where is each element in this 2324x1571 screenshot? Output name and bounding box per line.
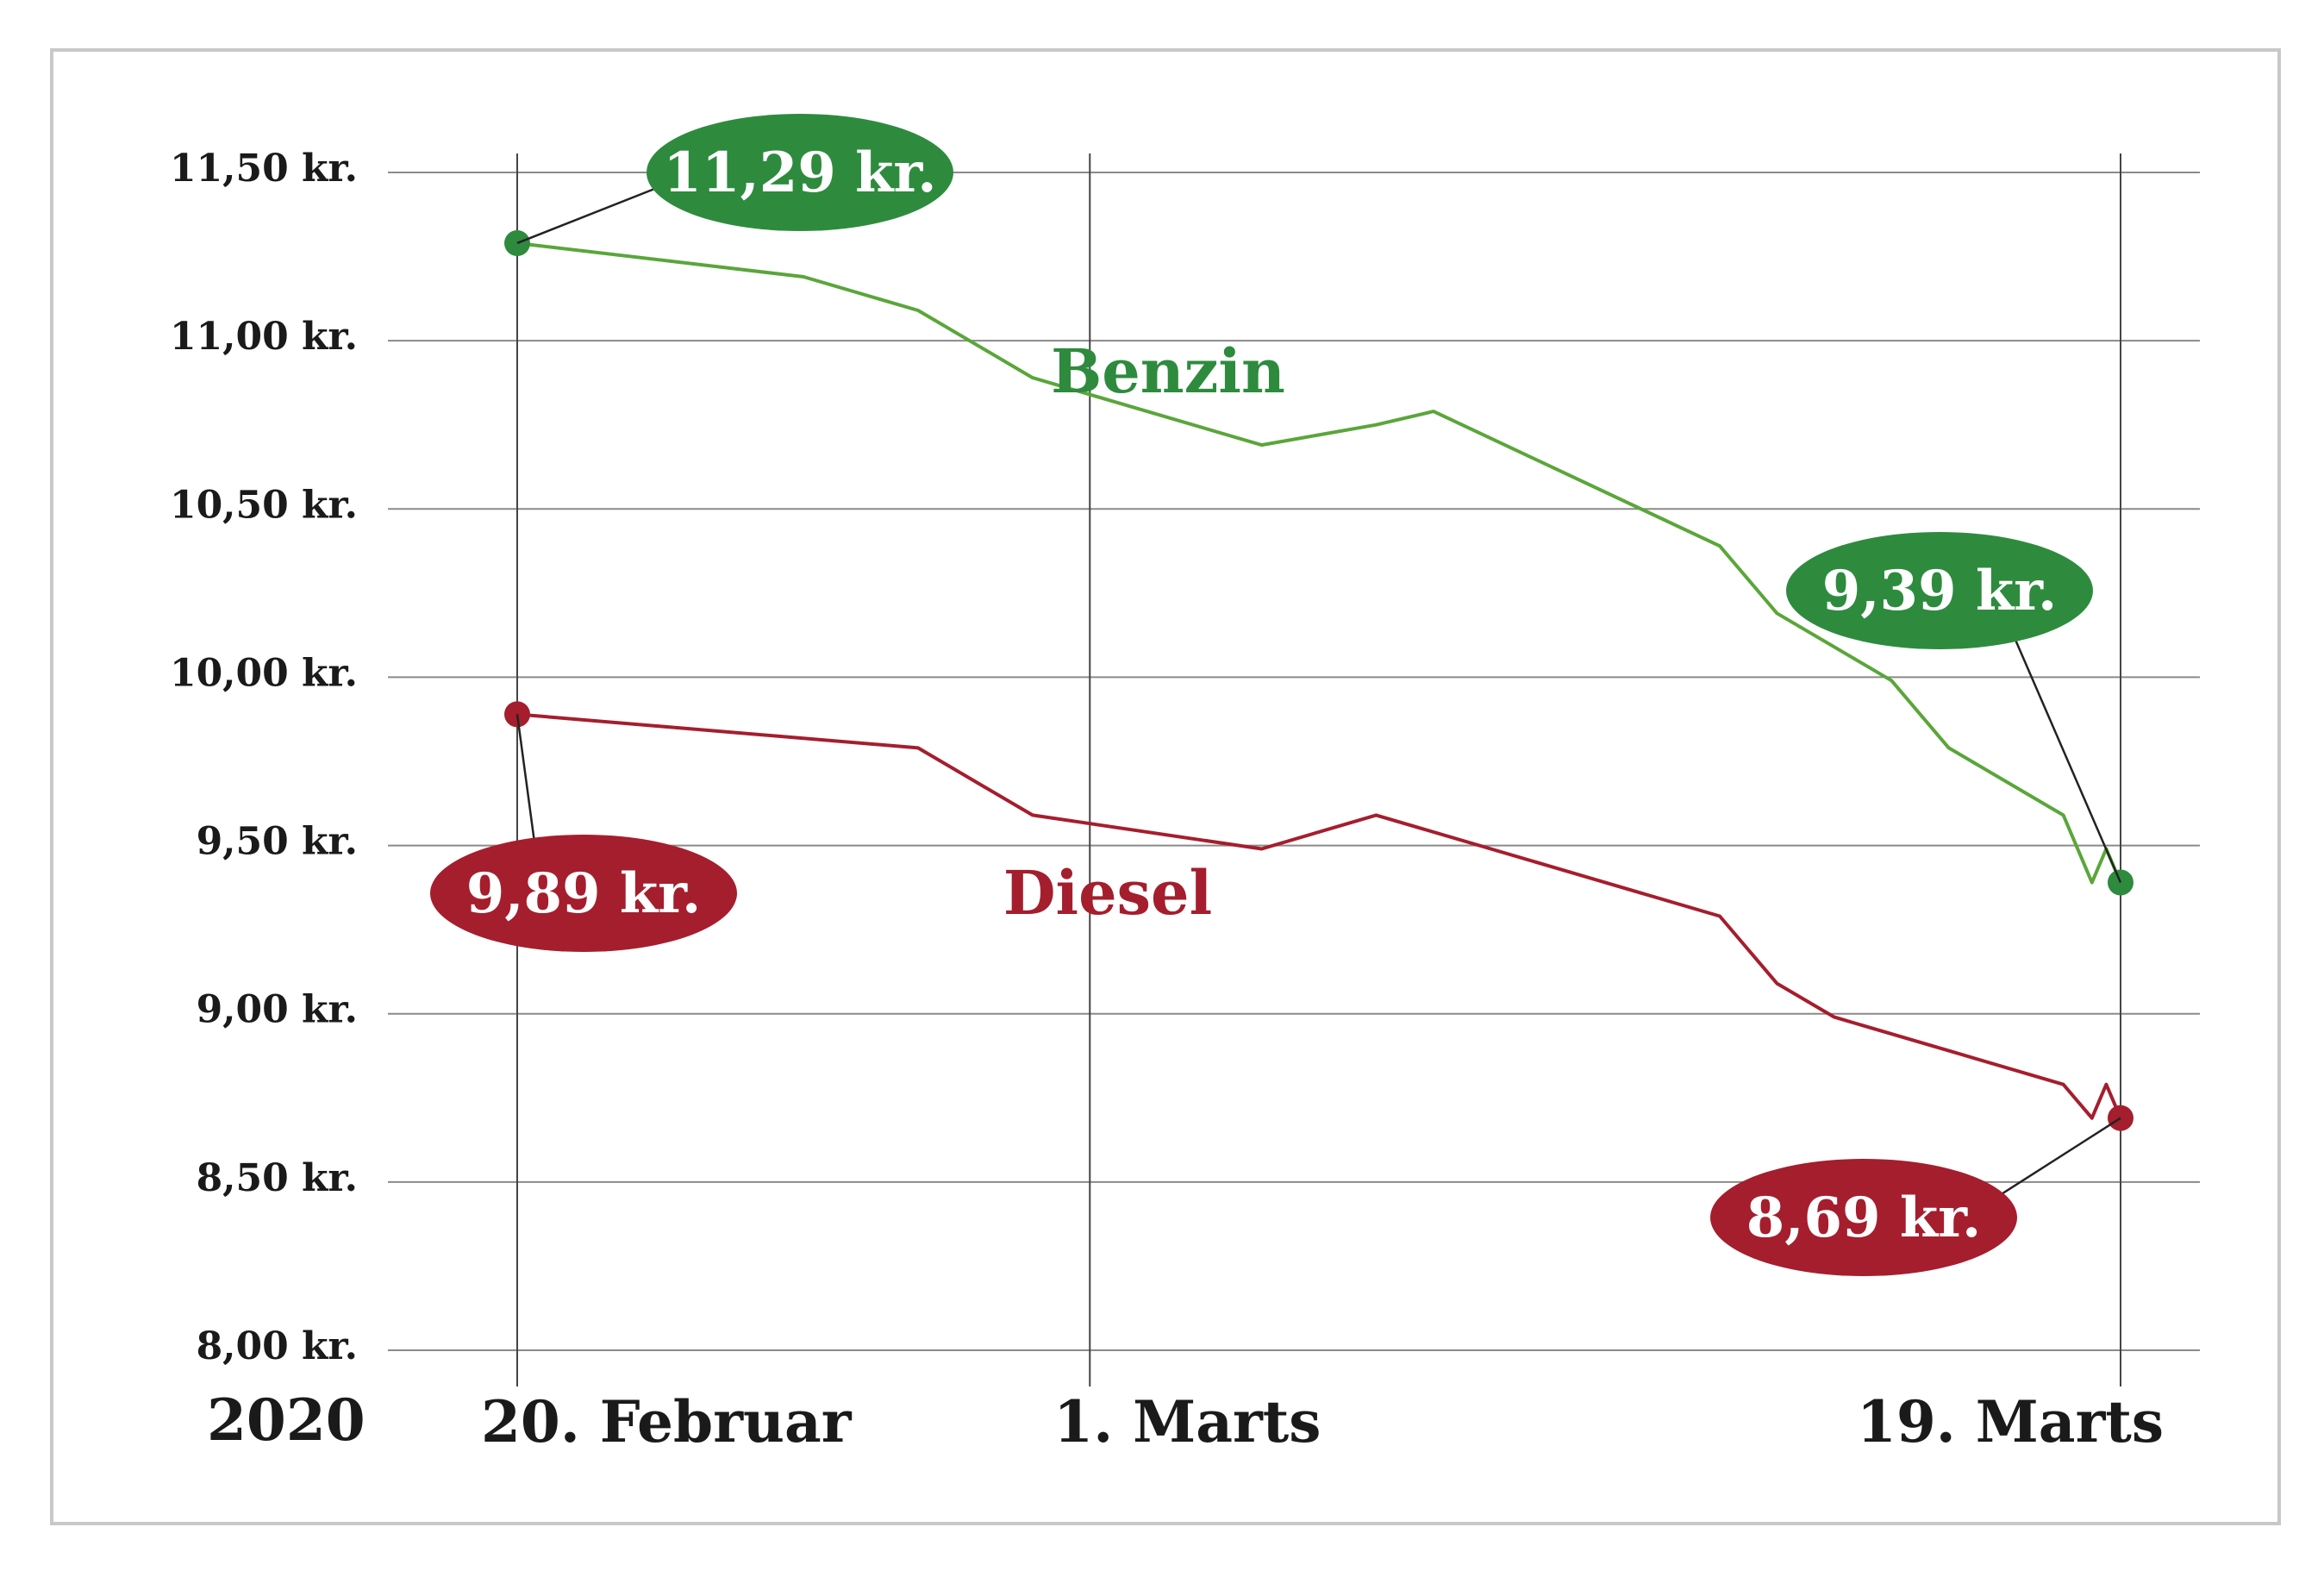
y-tick-label: 9,50 kr. <box>197 820 358 864</box>
y-tick-label: 8,50 kr. <box>197 1156 358 1200</box>
series-label-diesel: Diesel <box>1003 857 1212 929</box>
chart-frame <box>50 48 2281 1525</box>
series-line-diesel <box>516 712 2122 1120</box>
y-tick-label: 11,50 kr. <box>170 147 358 191</box>
y-tick-label: 9,00 kr. <box>197 988 358 1032</box>
x-tick-label: 20. Februar <box>481 1388 853 1455</box>
data-point-end <box>2108 869 2133 896</box>
leader-line <box>1995 1117 2121 1199</box>
y-axis-ticks: 8,00 kr. 8,50 kr. 9,00 kr. 9,50 kr. 10,00 kr… <box>170 147 358 1368</box>
series-line-benzin <box>516 241 2122 885</box>
value-badge <box>430 835 737 952</box>
value-badge-label: 9,39 kr. <box>1822 559 2058 623</box>
value-badge <box>647 114 953 231</box>
annotation-layer: Benzin Diesel 11,29 kr. 9,39 kr. 9,89 kr. 8,6… <box>430 114 2122 1276</box>
value-badge-label: 9,89 kr. <box>466 861 702 926</box>
y-tick-label: 10,00 kr. <box>170 651 358 695</box>
y-tick-label: 8,00 kr. <box>197 1324 358 1368</box>
y-tick-label: 10,50 kr. <box>170 483 358 527</box>
leader-line <box>516 185 664 245</box>
series-layer <box>504 229 2133 1131</box>
year-label: 2020 <box>207 1386 365 1454</box>
value-badge <box>1710 1159 2017 1276</box>
series-label-benzin: Benzin <box>1051 335 1285 407</box>
x-tick-label: 1. Marts <box>1053 1388 1321 1455</box>
value-badge-label: 11,29 kr. <box>663 141 936 205</box>
x-axis-ticks: 20. Februar 1. Marts 19. Marts <box>481 1388 2164 1455</box>
y-tick-label: 11,00 kr. <box>170 315 358 359</box>
value-badge-label: 8,69 kr. <box>1746 1186 1982 1250</box>
value-badge <box>1786 532 2093 649</box>
vertical-gridlines <box>516 153 2121 1386</box>
leader-line <box>2013 635 2122 883</box>
x-tick-label: 19. Marts <box>1857 1388 2164 1455</box>
leader-line <box>515 714 536 843</box>
